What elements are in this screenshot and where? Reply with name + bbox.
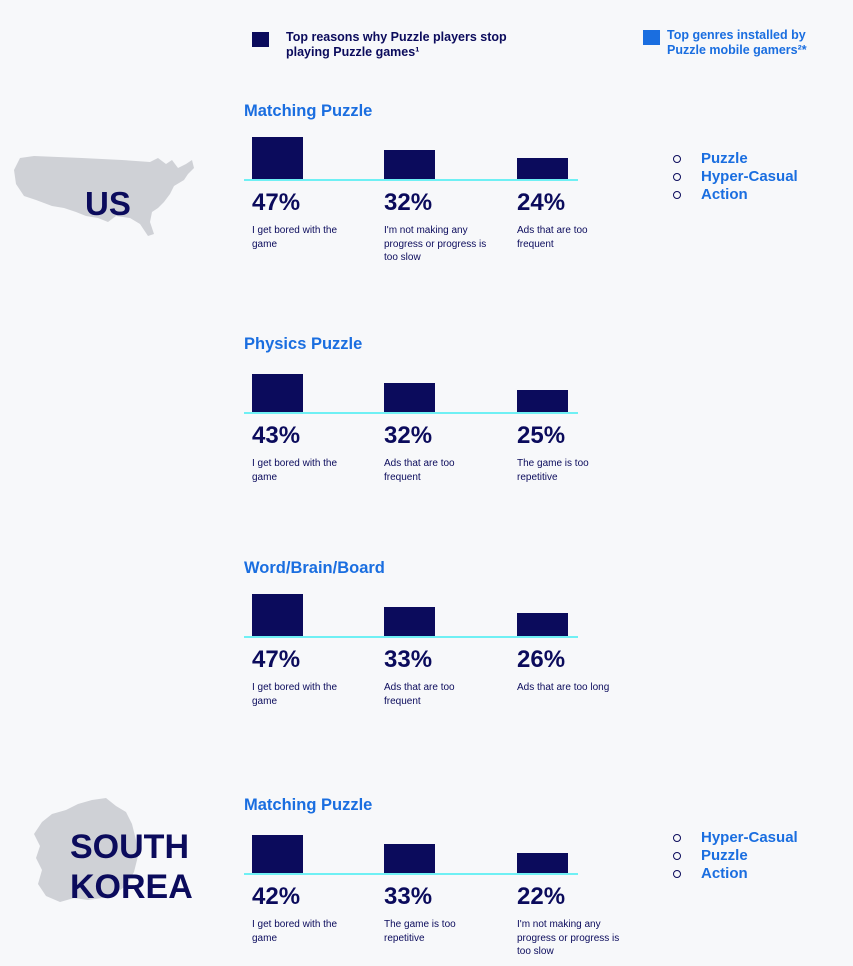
bar-value-label: 22% — [517, 883, 566, 910]
bar-category-label: I'm not making any progress or progress … — [384, 225, 487, 263]
bullet-icon — [673, 173, 681, 181]
chart-baseline — [244, 412, 578, 414]
bar-value-label: 24% — [517, 189, 566, 216]
chart-title: Word/Brain/Board — [244, 559, 385, 577]
bar-2 — [384, 383, 435, 412]
bar-category-label: I get bored with the game — [252, 919, 338, 944]
bar-1 — [252, 137, 303, 179]
genre-item: Action — [673, 865, 798, 883]
bar-category-label: Ads that are too frequent — [517, 225, 588, 250]
chart-baseline — [244, 179, 578, 181]
legend-genres-label: Top genres installed by Puzzle mobile ga… — [667, 28, 807, 57]
south-korea-map-icon — [34, 798, 138, 902]
bar-value-label: 47% — [252, 646, 301, 673]
genre-item: Puzzle — [673, 150, 798, 168]
genre-label: Action — [701, 186, 748, 203]
genre-item: Puzzle — [673, 847, 798, 865]
bar-category-label: I get bored with the game — [252, 225, 338, 250]
chart-baseline — [244, 873, 578, 875]
bar-1 — [252, 374, 303, 412]
chart-title: Matching Puzzle — [244, 796, 373, 814]
south-korea-genre-list: Hyper-Casual Puzzle Action — [673, 829, 798, 883]
genre-label: Puzzle — [701, 847, 748, 864]
chart-us-matching-puzzle: Matching Puzzle 47% I get bored with the g… — [244, 102, 624, 272]
legend-genres: Top genres installed by Puzzle mobile ga… — [643, 28, 837, 58]
genre-label: Hyper-Casual — [701, 168, 798, 185]
bar-value-label: 32% — [384, 422, 433, 449]
bar-value-label: 26% — [517, 646, 566, 673]
bar-category-label: I get bored with the game — [252, 682, 338, 707]
bullet-icon — [673, 191, 681, 199]
bar-1 — [252, 835, 303, 873]
genre-item: Action — [673, 186, 798, 204]
bullet-icon — [673, 155, 681, 163]
genre-label: Action — [701, 865, 748, 882]
bar-value-label: 25% — [517, 422, 566, 449]
bar-3 — [517, 613, 568, 636]
bar-2 — [384, 607, 435, 636]
us-genre-list: Puzzle Hyper-Casual Action — [673, 150, 798, 204]
legend-reasons-label: Top reasons why Puzzle players stop play… — [286, 30, 507, 59]
bar-value-label: 43% — [252, 422, 301, 449]
chart-south-korea-matching-puzzle: Matching Puzzle 42% I get bored with the g… — [244, 796, 624, 966]
bar-category-label: I get bored with the game — [252, 458, 338, 483]
country-name-line1: SOUTH — [70, 828, 189, 866]
chart-us-physics-puzzle: Physics Puzzle 43% I get bored with the ga… — [244, 335, 624, 505]
bar-value-label: 32% — [384, 189, 433, 216]
bar-category-label: The game is too repetitive — [384, 919, 456, 944]
bar-category-label: Ads that are too frequent — [384, 458, 455, 483]
country-name-line2: KOREA — [70, 868, 193, 906]
bar-value-label: 33% — [384, 883, 433, 910]
chart-us-word-brain-board: Word/Brain/Board 47% I get bored with the … — [244, 559, 624, 729]
bar-category-label: Ads that are too frequent — [384, 682, 455, 707]
legend-reasons: Top reasons why Puzzle players stop play… — [252, 30, 536, 60]
chart-baseline — [244, 636, 578, 638]
bullet-icon — [673, 870, 681, 878]
bar-value-label: 47% — [252, 189, 301, 216]
genre-label: Hyper-Casual — [701, 829, 798, 846]
bar-3 — [517, 853, 568, 873]
genre-item: Hyper-Casual — [673, 829, 798, 847]
bar-value-label: 33% — [384, 646, 433, 673]
country-name-south-korea: SOUTH KOREA — [70, 827, 193, 907]
bar-value-label: 42% — [252, 883, 301, 910]
bullet-icon — [673, 834, 681, 842]
genre-item: Hyper-Casual — [673, 168, 798, 186]
bar-1 — [252, 594, 303, 636]
bar-category-label: Ads that are too long — [517, 682, 610, 693]
chart-title: Matching Puzzle — [244, 102, 373, 120]
bar-category-label: I'm not making any progress or progress … — [517, 919, 620, 957]
genre-label: Puzzle — [701, 150, 748, 167]
bar-category-label: The game is too repetitive — [517, 458, 589, 483]
country-name-us: US — [85, 185, 131, 222]
bullet-icon — [673, 852, 681, 860]
us-map-icon — [14, 156, 194, 236]
bar-2 — [384, 844, 435, 873]
bar-2 — [384, 150, 435, 179]
bar-3 — [517, 158, 568, 179]
chart-title: Physics Puzzle — [244, 335, 363, 353]
bar-3 — [517, 390, 568, 412]
legend-genres-swatch — [643, 30, 660, 45]
legend-reasons-swatch — [252, 32, 269, 47]
